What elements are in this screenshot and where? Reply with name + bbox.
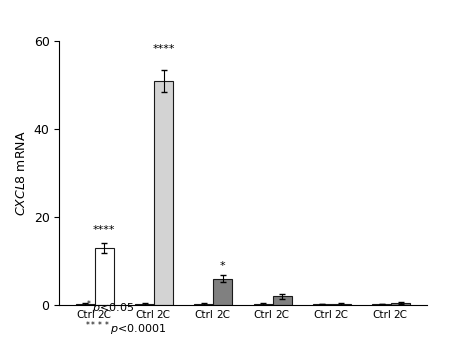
Text: ****: **** bbox=[93, 225, 116, 235]
Bar bbox=[135, 304, 154, 305]
Bar bbox=[194, 304, 213, 305]
Bar bbox=[391, 303, 410, 305]
Text: *: * bbox=[220, 261, 226, 271]
Bar bbox=[76, 304, 95, 305]
Bar bbox=[95, 248, 114, 305]
Bar bbox=[154, 81, 173, 305]
Bar bbox=[313, 304, 332, 305]
Bar bbox=[372, 304, 391, 305]
Text: $^{****}p$<0.0001: $^{****}p$<0.0001 bbox=[85, 319, 166, 338]
Y-axis label: $\it{CXCL8}$ mRNA: $\it{CXCL8}$ mRNA bbox=[15, 130, 28, 216]
Text: $^*p$<0.05: $^*p$<0.05 bbox=[85, 298, 135, 317]
Bar bbox=[254, 304, 273, 305]
Bar bbox=[213, 279, 232, 305]
Text: ****: **** bbox=[152, 44, 175, 55]
Bar bbox=[273, 296, 292, 305]
Bar bbox=[332, 304, 351, 305]
